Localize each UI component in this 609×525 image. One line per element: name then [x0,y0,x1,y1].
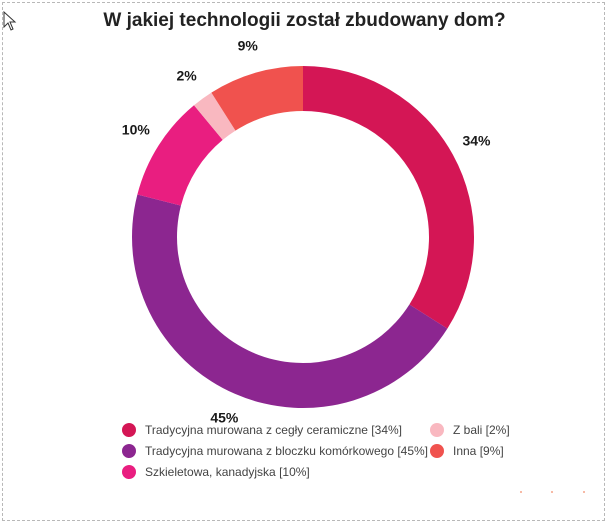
slice-szkieletowa [137,105,223,206]
slice-value-label: 10% [122,122,151,138]
slice-bale [194,92,236,140]
slice-value-label: 2% [177,68,198,84]
screenshot-frame [2,2,605,521]
decorative-dot [583,491,585,493]
slice-inna [211,66,303,131]
mouse-cursor-icon [3,11,17,31]
chart-title: W jakiej technologii został zbudowany do… [103,10,506,31]
decorative-dot [520,491,522,493]
slice-bloczek [132,194,448,408]
slice-value-label: 45% [210,409,239,425]
slice-cegla [303,66,474,329]
decorative-dot [551,491,553,493]
slice-value-label: 9% [238,38,259,54]
slice-value-label: 34% [462,132,491,148]
